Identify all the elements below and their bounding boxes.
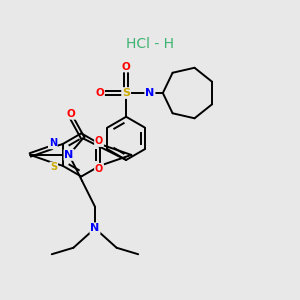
Text: O: O bbox=[67, 109, 76, 119]
Text: N: N bbox=[90, 223, 100, 233]
Text: N: N bbox=[49, 138, 57, 148]
Text: S: S bbox=[50, 162, 57, 172]
Text: N: N bbox=[145, 88, 154, 98]
Text: O: O bbox=[95, 164, 103, 174]
Text: S: S bbox=[122, 88, 130, 98]
Text: O: O bbox=[122, 61, 130, 71]
Text: HCl - H: HCl - H bbox=[126, 37, 174, 51]
Text: O: O bbox=[95, 136, 103, 146]
Text: N: N bbox=[64, 150, 74, 160]
Text: O: O bbox=[95, 88, 104, 98]
